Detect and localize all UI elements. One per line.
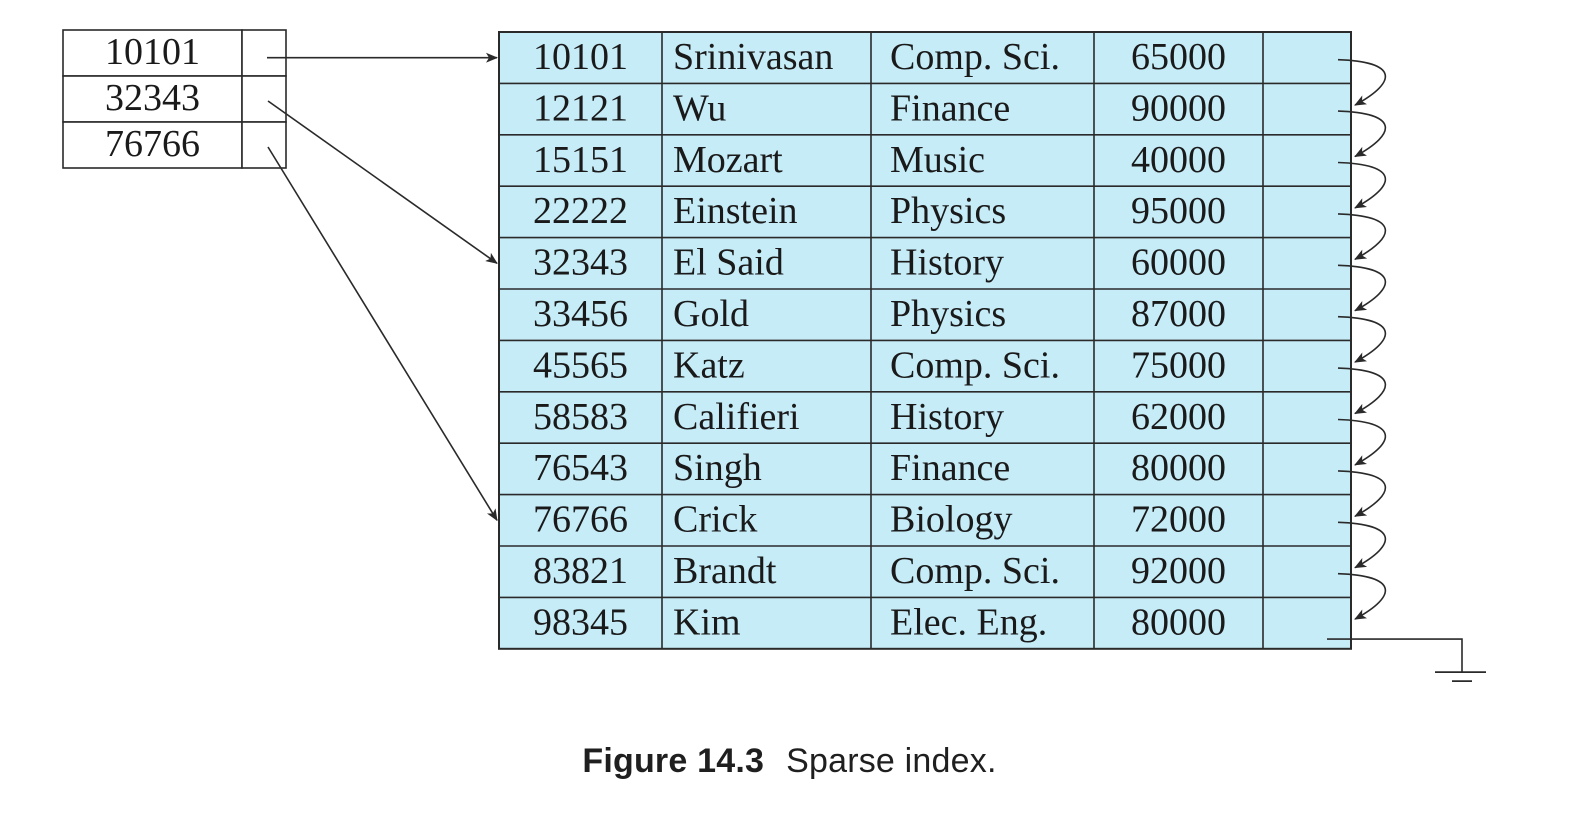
record-salary: 75000 [1131, 344, 1226, 386]
record-id: 76766 [533, 499, 628, 541]
chain-pointer-arrow [1337, 58, 1386, 106]
record-salary: 92000 [1131, 550, 1226, 592]
record-dept: Elec. Eng. [890, 601, 1047, 643]
index-key-cell [62, 29, 243, 77]
chain-pointer-arrow [1337, 110, 1386, 158]
caption-label: Figure 14.3 [582, 742, 765, 780]
index-pointer-cell [241, 121, 287, 169]
record-dept: Biology [890, 499, 1012, 541]
record-salary: 80000 [1131, 601, 1226, 643]
record-dept: Finance [890, 447, 1010, 489]
record-row: 98345 Kim Elec. Eng. 80000 [533, 601, 1226, 643]
chain-pointer-arrow [1337, 161, 1386, 209]
record-salary: 65000 [1131, 36, 1226, 78]
record-id: 98345 [533, 601, 628, 643]
record-dept: Comp. Sci. [890, 344, 1060, 386]
record-id: 12121 [533, 87, 628, 129]
record-dept: Finance [890, 87, 1010, 129]
record-row: 22222 Einstein Physics 95000 [533, 190, 1226, 232]
record-row: 12121 Wu Finance 90000 [533, 87, 1226, 129]
null-ground-icon [1435, 671, 1486, 682]
null-pointer-line [1327, 638, 1463, 673]
record-dept: History [890, 396, 1004, 438]
record-chain-pointers [1327, 58, 1486, 682]
record-salary: 87000 [1131, 293, 1226, 335]
record-id: 10101 [533, 36, 628, 78]
record-name: El Said [673, 242, 784, 284]
index-pointers [267, 52, 498, 522]
record-id: 22222 [533, 190, 628, 232]
figure-caption: Figure 14.3 Sparse index. [0, 742, 1579, 781]
index-pointer-arrow [267, 100, 498, 264]
record-salary: 95000 [1131, 190, 1226, 232]
chain-pointer-arrow [1337, 264, 1386, 312]
record-id: 58583 [533, 396, 628, 438]
record-id: 76543 [533, 447, 628, 489]
chain-pointer-arrow [1337, 470, 1386, 518]
index-key: 10101 [105, 31, 200, 73]
record-dept: Music [890, 139, 985, 181]
index-pointer-cell [241, 29, 287, 77]
chain-pointer-arrow [1337, 572, 1386, 620]
record-salary: 40000 [1131, 139, 1226, 181]
record-name: Wu [673, 87, 726, 129]
record-row: 76766 Crick Biology 72000 [533, 499, 1226, 541]
record-id: 83821 [533, 550, 628, 592]
chain-pointer-arrow [1337, 418, 1386, 466]
record-name: Katz [673, 344, 745, 386]
record-row: 10101 Srinivasan Comp. Sci. 65000 [533, 36, 1226, 78]
index-key: 76766 [105, 123, 200, 165]
record-salary: 80000 [1131, 447, 1226, 489]
caption-text: Sparse index. [786, 742, 997, 780]
record-row: 32343 El Said History 60000 [533, 242, 1226, 284]
record-dept: Physics [890, 293, 1006, 335]
chain-pointer-arrow [1337, 213, 1386, 261]
record-row: 15151 Mozart Music 40000 [533, 139, 1226, 181]
record-row: 33456 Gold Physics 87000 [533, 293, 1226, 335]
record-name: Crick [673, 499, 757, 541]
record-name: Kim [673, 601, 741, 643]
chain-pointer-arrow [1337, 521, 1386, 569]
index-key-cell [62, 121, 243, 169]
chain-pointer-arrow [1337, 315, 1386, 363]
record-salary: 90000 [1131, 87, 1226, 129]
record-row: 76543 Singh Finance 80000 [533, 447, 1226, 489]
record-name: Mozart [673, 139, 783, 181]
record-name: Gold [673, 293, 749, 335]
record-dept: Comp. Sci. [890, 550, 1060, 592]
record-salary: 60000 [1131, 242, 1226, 284]
record-salary: 72000 [1131, 499, 1226, 541]
record-id: 32343 [533, 242, 628, 284]
record-row: 83821 Brandt Comp. Sci. 92000 [533, 550, 1226, 592]
record-name: Singh [673, 447, 762, 489]
record-dept: History [890, 242, 1004, 284]
index-key: 32343 [105, 77, 200, 119]
record-name: Srinivasan [673, 36, 833, 78]
chain-pointer-arrow [1337, 367, 1386, 415]
record-name: Califieri [673, 396, 800, 438]
record-row: 58583 Califieri History 62000 [533, 396, 1226, 438]
record-dept: Comp. Sci. [890, 36, 1060, 78]
record-dept: Physics [890, 190, 1006, 232]
record-id: 33456 [533, 293, 628, 335]
record-id: 15151 [533, 139, 628, 181]
record-row: 45565 Katz Comp. Sci. 75000 [533, 344, 1226, 386]
record-name: Brandt [673, 550, 777, 592]
record-salary: 62000 [1131, 396, 1226, 438]
index-pointer-cell [241, 75, 287, 123]
record-id: 45565 [533, 344, 628, 386]
index-key-cell [62, 75, 243, 123]
index-pointer-arrow [267, 146, 498, 522]
record-name: Einstein [673, 190, 798, 232]
data-file: 10101 Srinivasan Comp. Sci. 65000 12121 Wu Fin… [498, 31, 1352, 650]
